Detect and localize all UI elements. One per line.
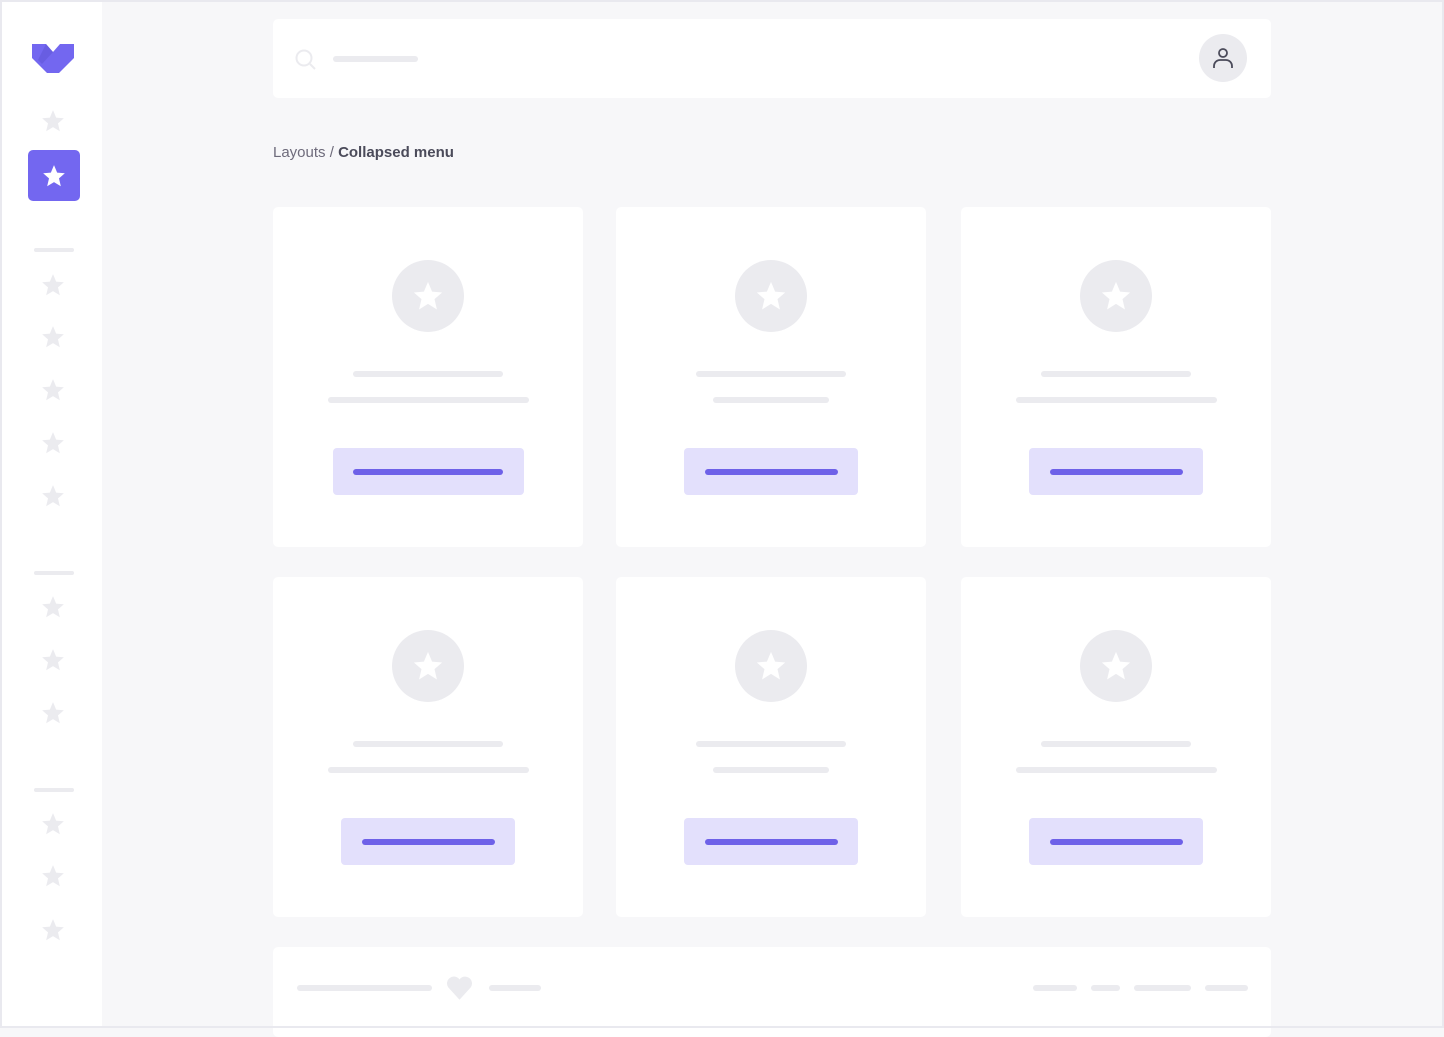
user-avatar[interactable] [1199,34,1247,82]
card-subtitle [713,767,829,773]
topbar [273,19,1271,98]
card-button[interactable] [341,818,515,865]
star-icon [42,379,64,401]
star-icon [42,110,64,132]
star-icon [413,651,443,680]
sidebar-item[interactable] [40,917,66,943]
footer [273,947,1271,1037]
star-icon [42,702,64,724]
card-subtitle [713,397,829,403]
sidebar-divider [34,571,74,575]
footer-text [297,985,432,991]
sidebar [2,2,102,1026]
sidebar-item[interactable] [40,811,66,837]
card-title [1041,741,1191,747]
star-icon [42,813,64,835]
search-input[interactable] [333,56,418,62]
star-icon [413,281,443,310]
card-avatar [735,260,807,332]
sidebar-item[interactable] [40,594,66,620]
star-icon [42,649,64,671]
card-avatar [392,260,464,332]
card-title [1041,371,1191,377]
star-icon [42,919,64,941]
card-button[interactable] [684,448,858,495]
footer-link[interactable] [1134,985,1191,991]
sidebar-item[interactable] [40,377,66,403]
card [616,577,926,917]
sidebar-divider [34,788,74,792]
breadcrumb-separator: / [325,144,339,161]
sidebar-item[interactable] [40,483,66,509]
breadcrumb: Layouts / Collapsed menu [273,144,454,161]
card-button-label [353,468,503,475]
sidebar-item[interactable] [40,324,66,350]
footer-link[interactable] [1205,985,1248,991]
sidebar-item[interactable] [40,863,66,889]
card [273,207,583,547]
sidebar-item[interactable] [40,108,66,134]
card-button[interactable] [332,448,524,495]
card-button[interactable] [1029,448,1203,495]
card-subtitle [1015,767,1217,773]
card-button-label [704,838,838,845]
card-avatar [1080,630,1152,702]
card-avatar [735,630,807,702]
card-button-label [1049,838,1183,845]
star-icon [42,596,64,618]
card [616,207,926,547]
card-subtitle [1015,397,1217,403]
sidebar-item[interactable] [40,647,66,673]
sidebar-item[interactable] [40,700,66,726]
card [961,207,1271,547]
star-icon [42,326,64,348]
star-icon [42,432,64,454]
breadcrumb-current: Collapsed menu [338,144,454,161]
star-icon [42,865,64,887]
sidebar-divider [34,248,74,252]
card-button-label [361,838,495,845]
card-title [696,371,846,377]
card-subtitle [327,767,529,773]
card-button-label [704,468,838,475]
sidebar-item[interactable] [40,430,66,456]
card-avatar [392,630,464,702]
star-icon [42,274,64,296]
star-icon [42,485,64,507]
card-avatar [1080,260,1152,332]
card-button-label [1049,468,1183,475]
sidebar-item-active[interactable] [28,150,80,201]
heart-icon [447,976,472,1000]
star-icon [1101,281,1131,310]
footer-link[interactable] [1091,985,1120,991]
card-title [353,741,503,747]
breadcrumb-parent[interactable]: Layouts [273,144,326,161]
card [273,577,583,917]
star-icon [43,164,65,186]
card-title [696,741,846,747]
card-button[interactable] [1029,818,1203,865]
sidebar-item[interactable] [40,272,66,298]
footer-text [489,985,541,991]
logo-icon[interactable] [32,44,74,74]
search-icon[interactable] [295,49,317,71]
star-icon [756,281,786,310]
card [961,577,1271,917]
star-icon [1101,651,1131,680]
card-title [353,371,503,377]
card-subtitle [327,397,529,403]
star-icon [756,651,786,680]
footer-link[interactable] [1033,985,1077,991]
user-icon [1213,48,1233,68]
card-button[interactable] [684,818,858,865]
